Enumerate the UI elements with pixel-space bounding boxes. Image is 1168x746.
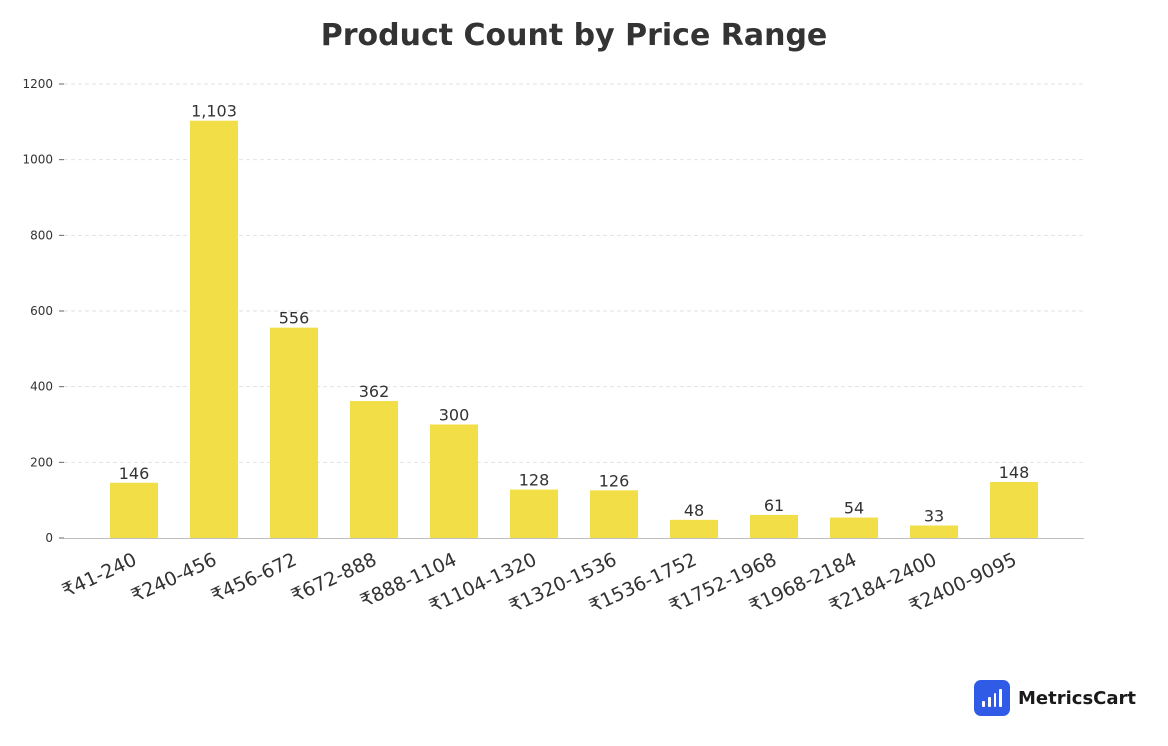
data-labels: 146 1,103 556 362 300 128 126 48 61 54 33 148 (119, 102, 1030, 526)
y-axis: 0 200 400 600 800 1000 1200 (22, 77, 64, 545)
data-label: 1,103 (191, 102, 237, 121)
data-label: 126 (599, 471, 630, 490)
brand-logo: MetricsCart (974, 680, 1136, 716)
bar (190, 120, 238, 538)
bar (990, 482, 1038, 538)
bar (430, 424, 478, 538)
data-label: 556 (279, 309, 310, 328)
x-tick-label: ₹240-456 (128, 549, 220, 608)
data-label: 146 (119, 464, 150, 483)
data-label: 128 (519, 471, 550, 490)
bar (510, 489, 558, 538)
data-label: 33 (924, 507, 944, 526)
chart-title: Product Count by Price Range (320, 18, 828, 53)
y-tick-label: 200 (30, 455, 53, 469)
bar (830, 517, 878, 538)
bar (270, 327, 318, 538)
bar (910, 525, 958, 538)
x-axis: ₹41-240₹240-456₹456-672₹672-888₹888-1104… (59, 549, 1020, 618)
bar (110, 482, 158, 538)
y-tick-label: 0 (45, 531, 53, 545)
data-label: 61 (764, 496, 784, 515)
x-tick-label: ₹456-672 (208, 549, 300, 608)
bar (670, 519, 718, 538)
data-label: 362 (359, 382, 390, 401)
data-label: 48 (684, 501, 704, 520)
y-tick-label: 1000 (22, 153, 53, 167)
brand-name: MetricsCart (1018, 687, 1136, 709)
data-label: 300 (439, 406, 470, 425)
bar (350, 401, 398, 538)
bars (110, 120, 1038, 538)
data-label: 54 (844, 499, 864, 518)
y-tick-label: 800 (30, 228, 53, 242)
bar (750, 514, 798, 538)
y-tick-label: 1200 (22, 77, 53, 91)
bar-chart-icon (974, 680, 1010, 716)
bar (590, 490, 638, 538)
x-tick-label: ₹41-240 (59, 549, 140, 602)
y-tick-label: 600 (30, 304, 53, 318)
data-label: 148 (999, 463, 1030, 482)
y-tick-label: 400 (30, 380, 53, 394)
